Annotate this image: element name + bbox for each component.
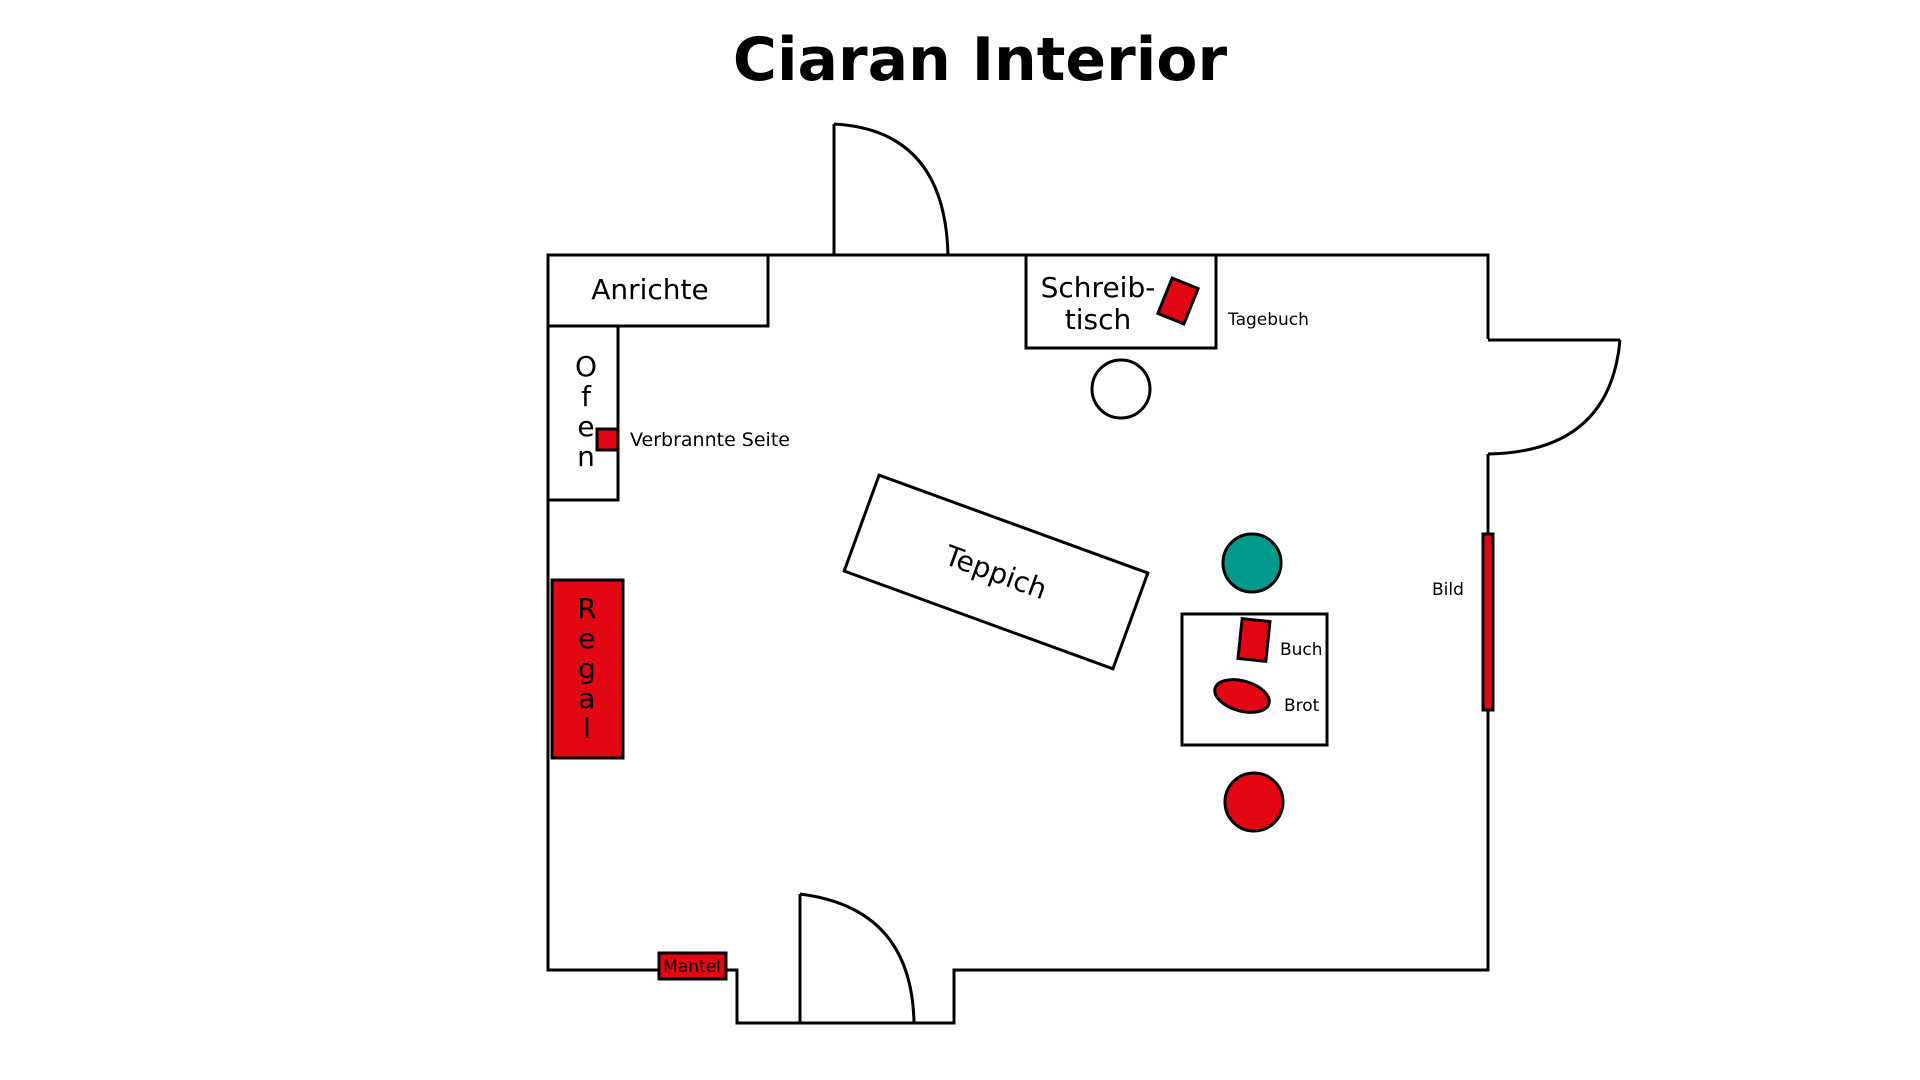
shelf-letter: g [578, 652, 596, 685]
rug: Teppich [842, 473, 1150, 671]
bread-label: Brot [1284, 696, 1320, 716]
room-walls [546, 253, 1490, 1025]
desk-label-line1: Schreib- [1041, 271, 1156, 304]
coat-label: Mantel [663, 957, 721, 977]
chair-red [1223, 771, 1285, 833]
shelf-letter: a [578, 682, 595, 715]
chair-teal [1221, 532, 1283, 594]
book-label: Buch [1280, 640, 1323, 660]
plan-title: Ciaran Interior [733, 25, 1228, 95]
oven-letter: e [577, 410, 594, 443]
picture-label: Bild [1432, 580, 1464, 600]
diary-label: Tagebuch [1227, 310, 1309, 330]
clue-diary[interactable] [1155, 276, 1201, 326]
clue-picture[interactable] [1481, 532, 1495, 712]
oven-letter: f [581, 380, 592, 413]
shelf[interactable]: R e g a l [550, 578, 625, 760]
oven: O f e n [546, 324, 620, 502]
chair-desk [1090, 358, 1152, 420]
shelf-letter: l [583, 712, 591, 745]
door-top[interactable] [832, 122, 950, 256]
desk-label-line2: tisch [1065, 303, 1132, 336]
sideboard-label: Anrichte [591, 273, 709, 306]
shelf-letter: R [577, 592, 596, 625]
door-bottom[interactable] [798, 892, 916, 1024]
burnt-page-label: Verbrannte Seite [630, 429, 790, 451]
clue-book[interactable] [1236, 616, 1272, 664]
clue-bread[interactable] [1211, 674, 1273, 718]
oven-letter: O [575, 350, 597, 383]
clue-coat[interactable]: Mantel [657, 951, 728, 981]
shelf-letter: e [578, 622, 595, 655]
sideboard: Anrichte [546, 253, 770, 328]
door-right[interactable] [1487, 338, 1622, 456]
clue-burnt-page[interactable] [595, 427, 620, 452]
oven-letter: n [577, 440, 595, 473]
